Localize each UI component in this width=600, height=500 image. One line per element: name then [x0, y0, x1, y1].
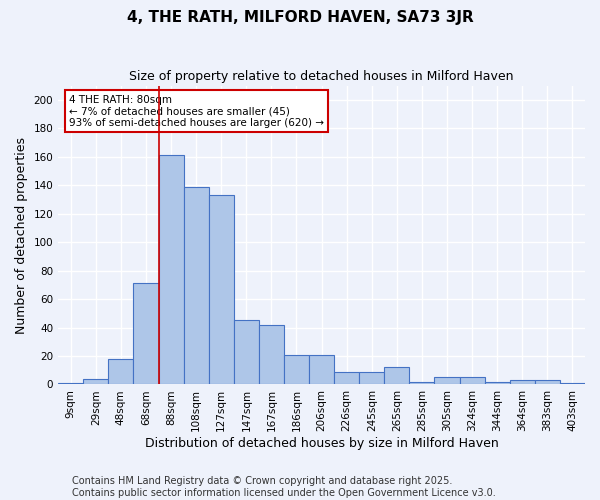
Bar	[409, 382, 434, 384]
Bar	[58, 383, 83, 384]
Bar	[434, 378, 460, 384]
Bar	[510, 380, 535, 384]
Bar	[184, 186, 209, 384]
Bar	[460, 378, 485, 384]
Bar	[385, 368, 409, 384]
Bar	[109, 359, 133, 384]
Bar	[133, 284, 158, 384]
Bar	[485, 382, 510, 384]
Bar	[309, 354, 334, 384]
Title: Size of property relative to detached houses in Milford Haven: Size of property relative to detached ho…	[130, 70, 514, 83]
Text: Contains HM Land Registry data © Crown copyright and database right 2025.
Contai: Contains HM Land Registry data © Crown c…	[72, 476, 496, 498]
Y-axis label: Number of detached properties: Number of detached properties	[15, 136, 28, 334]
Bar	[359, 372, 385, 384]
Bar	[83, 379, 109, 384]
Text: 4 THE RATH: 80sqm
← 7% of detached houses are smaller (45)
93% of semi-detached : 4 THE RATH: 80sqm ← 7% of detached house…	[69, 94, 324, 128]
Bar	[535, 380, 560, 384]
X-axis label: Distribution of detached houses by size in Milford Haven: Distribution of detached houses by size …	[145, 437, 499, 450]
Bar	[560, 383, 585, 384]
Text: 4, THE RATH, MILFORD HAVEN, SA73 3JR: 4, THE RATH, MILFORD HAVEN, SA73 3JR	[127, 10, 473, 25]
Bar	[158, 156, 184, 384]
Bar	[209, 195, 234, 384]
Bar	[259, 324, 284, 384]
Bar	[234, 320, 259, 384]
Bar	[284, 354, 309, 384]
Bar	[334, 372, 359, 384]
